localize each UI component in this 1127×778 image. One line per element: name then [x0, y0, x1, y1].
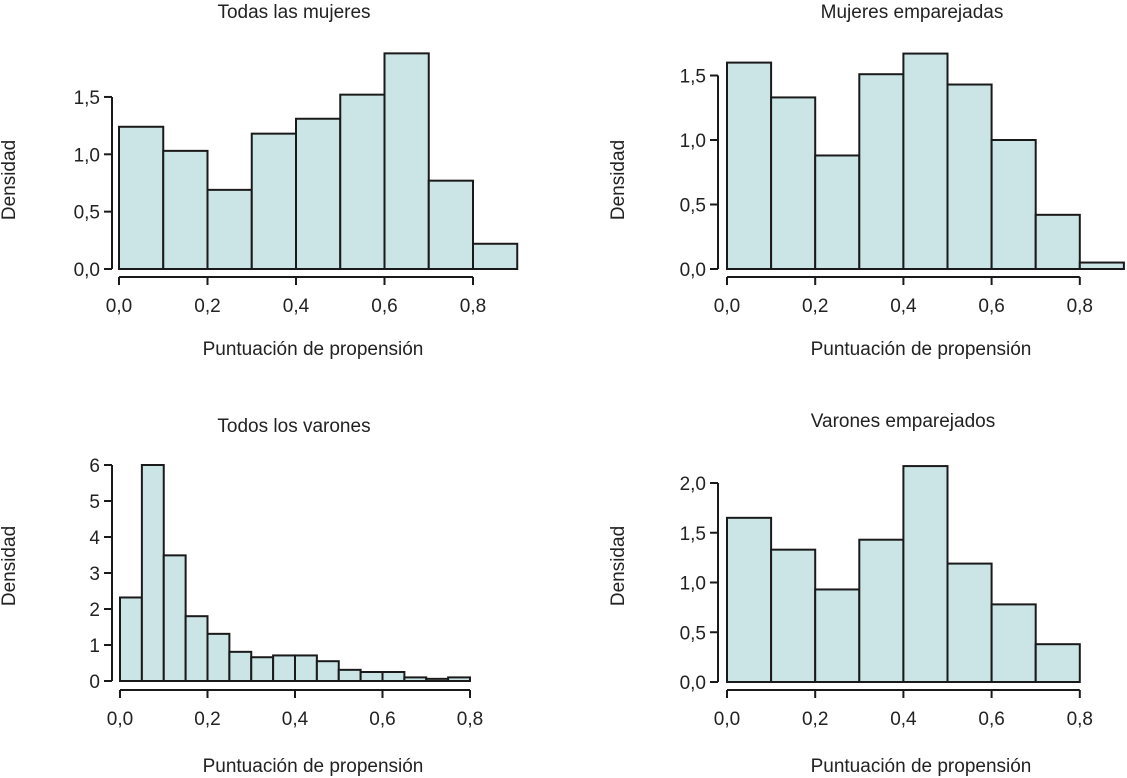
histogram-bar [294, 654, 318, 683]
histogram-bar [858, 538, 905, 684]
histogram-bar [726, 516, 773, 684]
y-tick-label: 0 [89, 672, 100, 693]
y-tick-label: 4 [89, 528, 100, 549]
histogram-bar [250, 656, 275, 682]
y-tick-label: 1,0 [680, 131, 706, 152]
y-tick-label: 1,0 [680, 574, 706, 595]
y-axis-label: Densidad [0, 140, 20, 220]
histogram-bar [472, 242, 519, 271]
x-axis-label: Puntuación de propensión [203, 756, 424, 777]
histogram-bar [228, 650, 253, 683]
histogram-bar [427, 179, 474, 270]
histogram-bar [1034, 643, 1081, 684]
x-tick-label: 0,6 [978, 709, 1004, 730]
histogram-bar [206, 188, 253, 270]
x-tick-label: 0,8 [457, 709, 483, 730]
histogram-bar [814, 154, 861, 270]
histogram-bar [946, 83, 993, 270]
x-tick-label: 0,4 [282, 709, 309, 730]
y-tick-label: 2,0 [680, 474, 706, 495]
histogram-bar [381, 671, 406, 682]
histogram-bar [858, 73, 905, 270]
panel-title: Todos los varones [217, 416, 370, 437]
y-axis-label: Densidad [0, 526, 20, 606]
histogram-bar [140, 464, 165, 682]
y-tick-label: 0,5 [74, 203, 100, 224]
y-tick-label: 1,5 [74, 88, 100, 109]
y-tick-label: 5 [89, 492, 100, 513]
histogram-bar [337, 668, 362, 683]
panel-title: Todas las mujeres [217, 2, 370, 23]
panel-title: Mujeres emparejadas [821, 2, 1004, 23]
panel-all-men: Todos los varones Puntuación de propensi… [0, 416, 483, 777]
histogram-bar [206, 632, 231, 683]
histogram-bar [990, 603, 1037, 684]
x-tick-label: 0,2 [802, 709, 828, 730]
x-tick-label: 0,8 [1067, 296, 1093, 317]
panel-matched-men: Varones emparejados Puntuación de propen… [608, 411, 1093, 777]
histogram-bar [814, 588, 861, 684]
panel-matched-women: Mujeres emparejadas Puntuación de propen… [608, 2, 1125, 360]
histogram-bar [162, 554, 187, 682]
x-axis-label: Puntuación de propensión [203, 339, 424, 360]
histogram-bar [250, 132, 297, 270]
x-tick-label: 0,4 [890, 296, 917, 317]
y-axis-label: Densidad [608, 140, 629, 220]
x-tick-label: 0,8 [1067, 709, 1093, 730]
y-tick-label: 3 [89, 564, 100, 585]
histogram-bar [162, 149, 209, 270]
histogram-bar [990, 139, 1037, 270]
histogram-bar [119, 596, 143, 682]
y-axis-label: Densidad [608, 526, 629, 606]
x-tick-label: 0,6 [978, 296, 1004, 317]
y-tick-label: 0,5 [680, 196, 706, 217]
panel-all-women: Todas las mujeres Puntuación de propensi… [0, 2, 519, 360]
x-tick-label: 0,6 [369, 709, 395, 730]
y-tick-label: 6 [89, 456, 100, 477]
y-tick-label: 0,5 [680, 623, 706, 644]
histogram-bar [770, 96, 817, 271]
x-tick-label: 0,2 [802, 296, 828, 317]
histogram-bar [425, 677, 450, 683]
histogram-bar [383, 52, 430, 270]
panel-title: Varones emparejados [811, 411, 995, 432]
histogram-bar [1078, 261, 1125, 270]
y-tick-label: 1 [89, 636, 100, 657]
y-tick-label: 0,0 [680, 673, 706, 694]
histogram-bar [118, 125, 165, 270]
y-tick-label: 1,5 [680, 524, 706, 545]
histogram-bar [359, 671, 384, 682]
histogram-bar [315, 660, 340, 683]
y-tick-label: 1,5 [680, 67, 706, 88]
y-tick-label: 0,0 [680, 260, 706, 281]
x-tick-label: 0,0 [714, 296, 740, 317]
x-tick-label: 0,6 [371, 296, 397, 317]
histogram-bar [295, 117, 342, 270]
y-tick-label: 0,0 [74, 260, 100, 281]
histogram-bar [902, 52, 949, 270]
x-tick-label: 0,0 [714, 709, 740, 730]
histogram-bar [339, 93, 386, 270]
x-axis-label: Puntuación de propensión [811, 756, 1032, 777]
x-axis-label: Puntuación de propensión [811, 339, 1032, 360]
y-tick-label: 2 [89, 600, 100, 621]
x-tick-label: 0,0 [107, 709, 133, 730]
x-tick-label: 0,4 [890, 709, 917, 730]
histogram-bar [1034, 213, 1081, 271]
histogram-bar [902, 465, 949, 683]
histogram-bar [770, 548, 817, 683]
histogram-bar [447, 676, 471, 683]
histogram-bar [726, 61, 773, 270]
x-tick-label: 0,2 [194, 296, 220, 317]
histogram-bar [403, 676, 428, 683]
y-tick-label: 1,0 [74, 145, 100, 166]
histogram-bar [946, 562, 993, 683]
histogram-bar [272, 654, 296, 683]
x-tick-label: 0,0 [106, 296, 132, 317]
x-tick-label: 0,4 [283, 296, 310, 317]
histogram-bar [184, 615, 209, 683]
x-tick-label: 0,2 [194, 709, 220, 730]
x-tick-label: 0,8 [460, 296, 486, 317]
